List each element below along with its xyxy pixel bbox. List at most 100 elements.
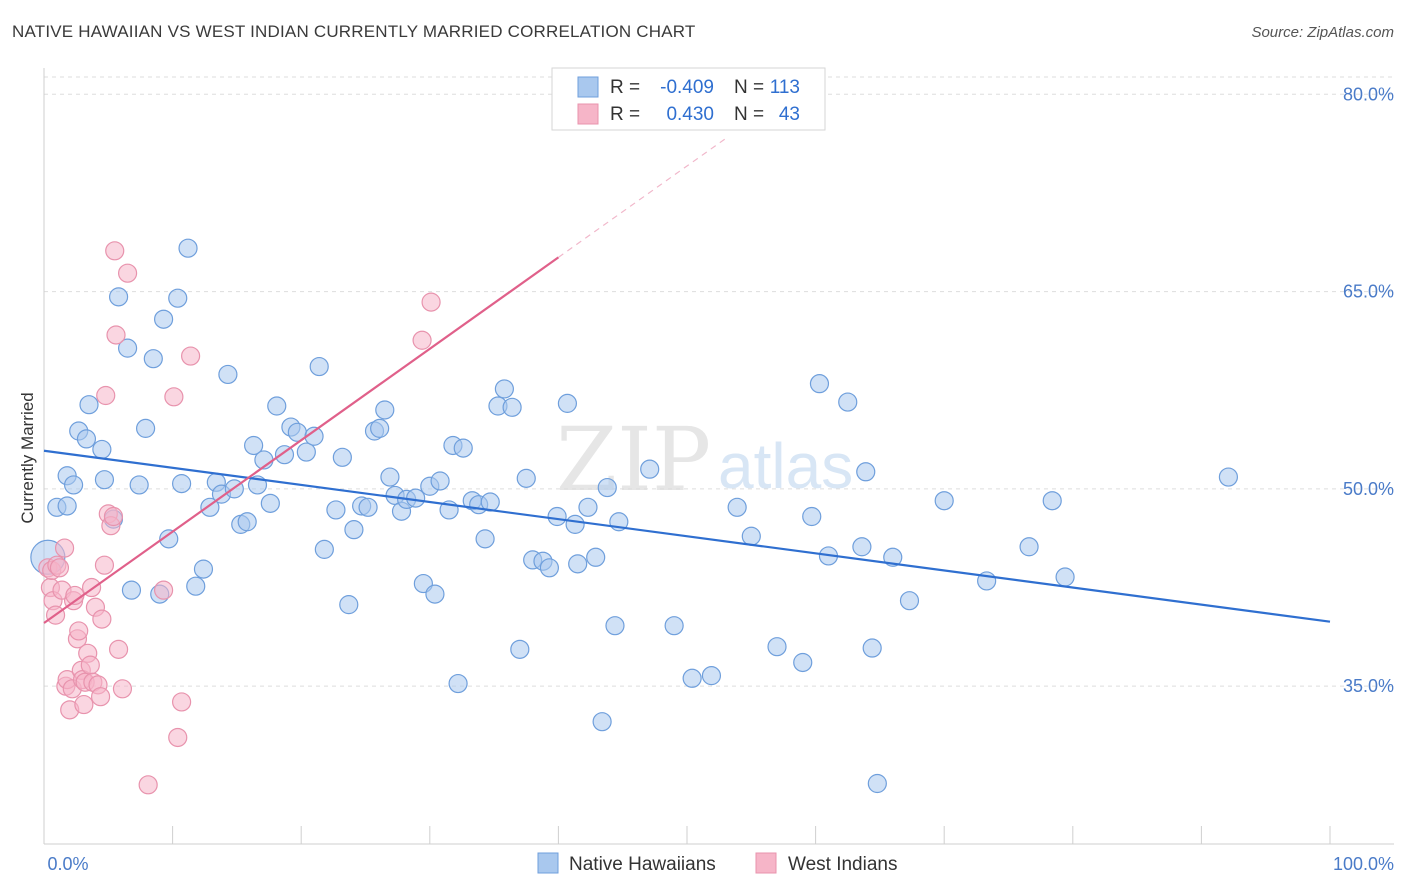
native-hawaiian-point-32 — [244, 435, 264, 456]
y-tick-label-80: 80.0% — [1343, 84, 1394, 104]
native-hawaiian-point-44 — [326, 500, 346, 520]
native-hawaiian-point-73 — [510, 639, 530, 659]
series-west-indians — [38, 241, 441, 795]
y-tick-label-65: 65.0% — [1343, 282, 1394, 302]
native-hawaiian-point-85 — [597, 477, 617, 498]
stats-legend-swatch-pink — [577, 103, 599, 125]
stats-r-value-blue: -0.409 — [660, 77, 714, 98]
west-indian-point-26 — [90, 687, 111, 707]
native-hawaiian-point-64 — [448, 673, 468, 694]
x-tick-label-max: 100.0% — [1333, 854, 1394, 874]
native-hawaiian-point-16 — [143, 349, 163, 369]
native-hawaiian-point-43 — [314, 539, 334, 559]
west-indian-point-43 — [181, 346, 201, 366]
stats-n-value-blue: 113 — [770, 77, 800, 98]
stats-legend-swatch-blue — [577, 76, 599, 98]
native-hawaiian-point-9 — [94, 470, 115, 490]
native-hawaiian-point-36 — [267, 396, 287, 416]
native-hawaiian-point-46 — [339, 595, 359, 615]
west-indian-point-28 — [94, 555, 115, 575]
native-hawaiian-point-101 — [856, 462, 876, 482]
chart-title: NATIVE HAWAIIAN VS WEST INDIAN CURRENTLY… — [12, 22, 696, 41]
west-indian-point-45 — [421, 292, 441, 312]
native-hawaiian-point-90 — [682, 668, 702, 688]
native-hawaiian-point-95 — [793, 652, 813, 673]
native-hawaiian-point-99 — [838, 392, 858, 412]
west-indian-point-33 — [105, 241, 125, 261]
stats-r-label-pink: R = — [610, 104, 640, 125]
west-indian-point-8 — [54, 538, 75, 558]
native-hawaiian-point-24 — [193, 559, 214, 579]
native-hawaiian-point-45 — [332, 447, 352, 467]
native-hawaiian-point-106 — [934, 491, 954, 511]
native-hawaiian-point-22 — [178, 238, 198, 258]
native-hawaiian-point-52 — [375, 400, 395, 420]
native-hawaiian-point-60 — [425, 584, 445, 604]
native-hawaiian-point-14 — [129, 475, 149, 495]
native-hawaiian-point-15 — [135, 418, 156, 438]
west-indian-point-22 — [80, 655, 100, 675]
west-indian-point-40 — [164, 387, 184, 407]
native-hawaiian-point-53 — [380, 467, 400, 487]
native-hawaiian-point-71 — [494, 379, 514, 399]
west-indian-point-38 — [138, 775, 158, 795]
legend-label-native-hawaiians: Native Hawaiians — [569, 854, 716, 875]
native-hawaiian-point-89 — [664, 616, 684, 636]
trend-line-extension-pink — [558, 138, 726, 258]
native-hawaiian-point-31 — [237, 512, 257, 532]
legend-swatch-native-hawaiians — [537, 852, 559, 874]
native-hawaiian-point-105 — [899, 591, 920, 611]
native-hawaiian-point-86 — [605, 616, 625, 636]
native-hawaiian-point-109 — [1042, 491, 1062, 511]
watermark: ZIP atlas — [556, 408, 853, 511]
native-hawaiian-point-84 — [592, 712, 612, 732]
y-axis-title: Currently Married — [18, 392, 37, 523]
legend-swatch-west-indians — [755, 852, 777, 874]
native-hawaiian-point-68 — [475, 529, 495, 549]
west-indian-point-6 — [49, 558, 70, 578]
native-hawaiian-point-21 — [172, 474, 192, 494]
native-hawaiian-point-96 — [802, 506, 822, 527]
series-native-hawaiians — [30, 238, 1239, 794]
native-hawaiian-point-74 — [516, 468, 536, 488]
west-indian-point-41 — [168, 727, 188, 748]
native-hawaiian-point-100 — [852, 537, 872, 557]
west-indian-point-16 — [69, 621, 89, 641]
watermark-zip: ZIP — [556, 408, 711, 511]
west-indian-point-42 — [172, 692, 192, 712]
native-hawaiian-point-102 — [862, 638, 882, 658]
west-indian-point-19 — [74, 694, 94, 715]
native-hawaiian-point-77 — [539, 558, 559, 578]
native-hawaiian-point-88 — [640, 459, 660, 479]
stats-r-label-blue: R = — [610, 77, 640, 98]
native-hawaiian-point-57 — [406, 488, 426, 508]
west-indian-point-37 — [117, 263, 138, 283]
watermark-atlas: atlas — [718, 430, 853, 502]
west-indian-point-29 — [96, 385, 116, 406]
native-hawaiian-point-12 — [117, 338, 138, 358]
stats-n-value-pink: 43 — [779, 104, 800, 125]
stats-legend: R = -0.409 N = 113 R = 0.430 N = 43 — [551, 67, 826, 131]
native-hawaiian-point-35 — [260, 493, 280, 513]
native-hawaiian-point-91 — [701, 666, 722, 686]
stats-n-label-pink: N = — [734, 104, 764, 125]
native-hawaiian-point-65 — [453, 438, 473, 458]
west-indian-point-36 — [112, 679, 133, 699]
native-hawaiian-point-97 — [809, 374, 830, 394]
native-hawaiian-point-80 — [565, 514, 585, 534]
native-hawaiian-point-23 — [186, 576, 206, 596]
native-hawaiian-point-51 — [370, 418, 390, 438]
native-hawaiian-point-78 — [547, 506, 567, 527]
west-indian-point-35 — [108, 639, 129, 659]
x-axis-ticks — [43, 826, 1331, 844]
series-legend: Native Hawaiians West Indians — [537, 852, 897, 875]
native-hawaiian-point-83 — [586, 547, 606, 567]
native-hawaiian-point-72 — [502, 397, 522, 417]
native-hawaiian-point-4 — [63, 475, 84, 495]
native-hawaiian-point-7 — [79, 395, 99, 415]
native-hawaiian-point-40 — [296, 442, 316, 462]
native-hawaiian-point-11 — [108, 287, 129, 307]
native-hawaiian-point-81 — [568, 554, 588, 574]
y-tick-label-35: 35.0% — [1343, 676, 1394, 696]
